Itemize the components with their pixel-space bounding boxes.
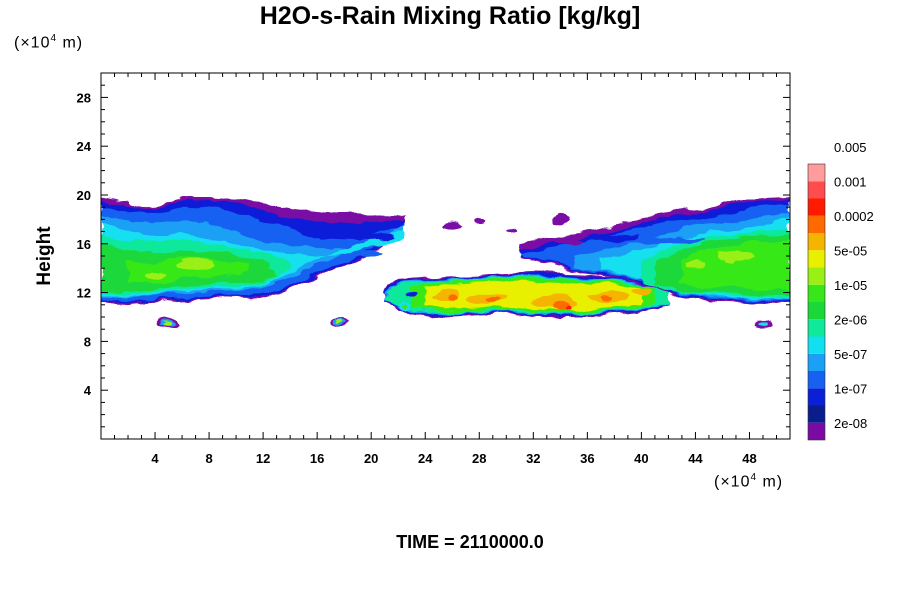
x-tick-label: 24 — [418, 451, 433, 466]
colorbar-label: 5e-07 — [834, 347, 867, 362]
colorbar-swatch — [808, 405, 825, 423]
y-axis-label: Height — [34, 226, 55, 286]
x-tick-label: 40 — [634, 451, 648, 466]
wisp — [321, 233, 394, 240]
x-tick-label: 28 — [472, 451, 486, 466]
cloud-center-peak — [601, 294, 614, 301]
y-tick-label: 28 — [77, 90, 91, 105]
x-tick-label: 12 — [256, 451, 270, 466]
x-tick-label: 20 — [364, 451, 378, 466]
wisp — [359, 250, 384, 257]
colorbar-swatch — [808, 198, 825, 216]
wisp — [473, 217, 486, 224]
wisp — [552, 215, 569, 224]
cloud-right-core — [717, 250, 754, 262]
colorbar-frame — [807, 163, 826, 441]
small-cell — [759, 322, 770, 327]
y-tick-label: 16 — [77, 237, 91, 252]
colorbar-swatch — [808, 319, 825, 337]
colorbar-label: 1e-07 — [834, 381, 867, 396]
colorbar-swatch — [808, 302, 825, 320]
colorbar-label: 1e-05 — [834, 278, 867, 293]
cloud-center-peak — [485, 296, 500, 303]
colorbar-label: 5e-05 — [834, 243, 867, 258]
cloud-center-max — [564, 305, 571, 310]
colorbar-swatch — [808, 371, 825, 389]
y-tick-label: 24 — [77, 139, 92, 154]
colorbar-swatch — [808, 284, 825, 302]
y-axis-unit: (×104 m) — [14, 33, 84, 52]
x-tick-label: 4 — [151, 451, 159, 466]
wisp — [405, 289, 418, 296]
x-tick-label: 32 — [526, 451, 540, 466]
colorbar-swatch — [808, 353, 825, 371]
colorbar-swatch — [808, 250, 825, 268]
x-tick-label: 8 — [205, 451, 212, 466]
wisp — [553, 237, 582, 246]
y-tick-label: 4 — [84, 383, 92, 398]
x-axis: 4 8 12 16 20 24 28 32 36 40 44 48 — [114, 73, 777, 466]
colorbar-swatch — [808, 164, 825, 182]
colorbar-swatch — [808, 215, 825, 233]
y-tick-label: 12 — [77, 286, 91, 301]
colorbar: 2e-08 1e-07 5e-07 2e-06 1e-05 5e-05 0.0002 0.00… — [807, 140, 874, 441]
time-label: TIME = 2110000.0 — [396, 532, 544, 552]
small-cell — [335, 318, 342, 323]
mixing-ratio-field — [101, 196, 790, 329]
colorbar-label: 0.0002 — [834, 209, 874, 224]
cloud-left-core — [145, 271, 166, 280]
x-tick-label: 16 — [310, 451, 324, 466]
colorbar-swatch — [808, 388, 825, 406]
x-tick-label: 48 — [742, 451, 756, 466]
colorbar-label: 0.001 — [834, 174, 867, 189]
x-tick-label: 36 — [580, 451, 594, 466]
colorbar-label: 2e-08 — [834, 416, 867, 431]
cloud-center-core — [466, 293, 507, 304]
small-cell — [163, 321, 172, 326]
colorbar-label: 0.005 — [834, 140, 867, 155]
colorbar-swatch — [808, 267, 825, 285]
x-tick-label: 44 — [688, 451, 703, 466]
y-tick-label: 8 — [84, 334, 91, 349]
cloud-center-peak — [446, 294, 459, 301]
y-axis: 4 8 12 16 20 24 28 — [77, 84, 790, 428]
cloud-left-core — [177, 259, 214, 270]
colorbar-swatch — [808, 422, 825, 440]
colorbar-swatch — [808, 181, 825, 199]
cloud-right-lime — [681, 240, 790, 291]
wisp — [588, 234, 641, 241]
chart-title: H2O-s-Rain Mixing Ratio [kg/kg] — [259, 2, 641, 30]
cloud-right-core — [685, 261, 706, 270]
colorbar-swatch — [808, 233, 825, 251]
small-cell — [401, 304, 408, 309]
wisp — [444, 221, 461, 228]
wisp — [508, 226, 519, 233]
cloud-center-core — [631, 288, 652, 297]
colorbar-label: 2e-06 — [834, 312, 867, 327]
colorbar-swatch — [808, 336, 825, 354]
x-axis-unit: (×104 m) — [714, 472, 784, 491]
y-tick-label: 20 — [77, 188, 91, 203]
